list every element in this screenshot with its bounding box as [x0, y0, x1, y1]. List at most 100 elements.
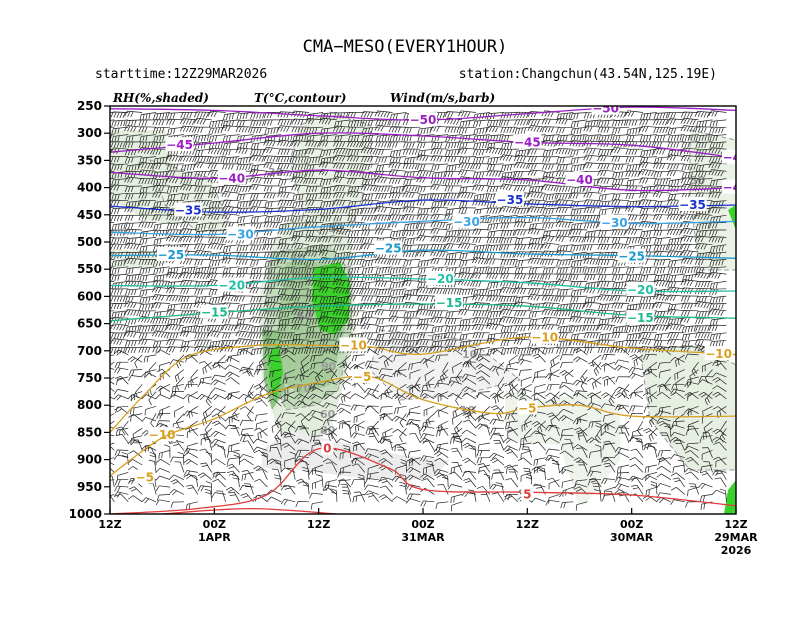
wind-barb: [239, 349, 254, 356]
wind-barb: [124, 214, 143, 221]
x-tick-label: 12Z: [307, 518, 330, 531]
wind-barb: [667, 273, 685, 282]
wind-barb: [194, 281, 212, 288]
temperature-contour-line: [162, 507, 337, 514]
wind-barb: [486, 207, 504, 214]
wind-barb: [193, 345, 212, 353]
wind-barb: [592, 376, 602, 390]
wind-barb: [250, 163, 268, 172]
wind-barb: [499, 154, 518, 162]
wind-barb: [125, 273, 143, 282]
wind-barb: [694, 192, 713, 199]
wind-barb: [267, 359, 282, 366]
contour-label-bg: [174, 202, 203, 217]
wind-barb: [308, 409, 324, 417]
wind-barb: [264, 126, 282, 135]
wind-barb: [430, 250, 449, 258]
wind-barb: [433, 446, 449, 454]
wind-barb: [528, 178, 546, 186]
wind-barb: [152, 294, 171, 301]
wind-barb: [222, 134, 240, 143]
wind-barb: [291, 242, 310, 250]
wind-barb: [208, 185, 226, 194]
wind-barb: [556, 266, 574, 274]
wind-barb: [299, 369, 310, 382]
wind-barb: [472, 302, 490, 309]
contour-label-bg: [200, 304, 229, 319]
wind-barb: [499, 316, 518, 324]
wind-barb: [291, 323, 310, 331]
wind-barb: [614, 483, 630, 490]
y-tick-label: 900: [77, 453, 102, 467]
wind-barb: [685, 456, 699, 466]
wind-barb: [193, 243, 212, 250]
wind-barb: [388, 214, 407, 221]
wind-barb: [202, 361, 212, 375]
wind-barb: [197, 393, 212, 401]
wind-barb: [207, 242, 226, 250]
wind-barb: [295, 501, 310, 508]
wind-barb: [277, 191, 296, 199]
wind-barb: [500, 280, 518, 287]
wind-barb: [592, 482, 602, 495]
wind-barb: [364, 478, 379, 484]
wind-barb: [152, 163, 171, 170]
wind-barb: [534, 383, 546, 394]
wind-barb: [626, 163, 644, 172]
wind-barb: [475, 363, 491, 370]
wind-barb: [302, 481, 310, 495]
wind-barb: [338, 420, 351, 430]
wind-barb: [625, 200, 644, 208]
wind-barb: [375, 156, 393, 163]
wind-barb: [183, 470, 198, 477]
wind-barb: [430, 316, 449, 324]
wind-barb: [347, 259, 365, 266]
wind-barb: [113, 454, 129, 461]
wind-barb: [541, 118, 560, 125]
wind-barb: [435, 426, 449, 436]
wind-barb: [500, 119, 518, 126]
wind-barb: [332, 176, 351, 183]
wind-barb: [221, 205, 240, 213]
wind-barb: [110, 376, 115, 380]
wind-barb: [695, 222, 713, 231]
wind-barb: [542, 207, 560, 215]
wind-barb: [666, 308, 685, 316]
wind-barb: [528, 237, 546, 245]
wind-barb: [625, 170, 644, 177]
wind-barb: [402, 293, 421, 301]
wind-barb: [639, 119, 657, 126]
wind-barb: [680, 249, 699, 257]
wind-barb: [681, 310, 699, 317]
wind-barb: [638, 168, 657, 177]
wind-barb: [333, 140, 351, 148]
wind-barb: [250, 141, 268, 150]
wind-barb: [389, 325, 407, 332]
wind-barb: [167, 317, 184, 326]
wind-barb: [364, 360, 379, 367]
wind-barb: [709, 259, 727, 267]
wind-barb: [670, 392, 685, 400]
wind-barb: [208, 222, 226, 230]
wind-barb: [166, 170, 184, 177]
wind-barb: [110, 494, 115, 502]
wind-barb: [457, 242, 477, 250]
wind-barb: [680, 287, 699, 294]
wind-barb: [405, 474, 421, 481]
wind-barb: [124, 301, 143, 309]
wind-barb: [486, 266, 504, 274]
wind-barb: [396, 446, 407, 458]
wind-barb: [375, 119, 393, 127]
temperature-contour-label: −10: [705, 347, 732, 361]
wind-barb: [444, 345, 463, 353]
wind-barb: [111, 266, 129, 275]
temperature-contour-label: −10: [149, 428, 176, 442]
wind-barb: [649, 413, 658, 428]
wind-barb: [319, 214, 337, 222]
wind-barb: [505, 478, 519, 488]
wind-barb: [155, 349, 171, 356]
wind-barb: [190, 369, 199, 384]
wind-barb: [194, 141, 212, 149]
wind-barb: [452, 406, 463, 419]
wind-barb: [374, 110, 393, 118]
